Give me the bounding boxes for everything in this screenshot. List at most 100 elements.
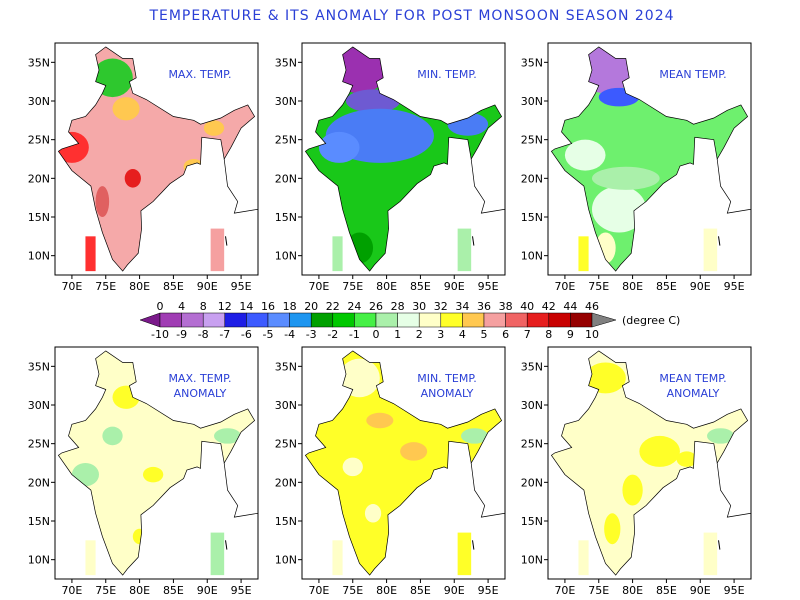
colorbar-box bbox=[267, 312, 290, 328]
shade-region bbox=[124, 169, 141, 188]
india-border bbox=[304, 350, 503, 576]
colorbar-label: -2 bbox=[327, 328, 338, 341]
colorbar-label: 20 bbox=[304, 300, 318, 313]
colorbar-box bbox=[246, 312, 269, 328]
colorbar-box bbox=[332, 312, 355, 328]
colorbar-label: -6 bbox=[241, 328, 252, 341]
colorbar-box bbox=[375, 312, 398, 328]
x-tick-label: 90E bbox=[690, 584, 711, 597]
x-tick-label: 75E bbox=[342, 584, 363, 597]
x-tick-label: 70E bbox=[61, 584, 82, 597]
colorbar-label: 12 bbox=[218, 300, 232, 313]
y-tick-label: 25N bbox=[275, 134, 297, 147]
shade-region bbox=[92, 58, 133, 98]
island-box bbox=[703, 532, 718, 576]
island-box bbox=[210, 228, 225, 272]
shade-region bbox=[585, 362, 626, 394]
shading bbox=[585, 362, 735, 545]
x-tick-label: 85E bbox=[656, 584, 677, 597]
colorbar-label: 36 bbox=[477, 300, 491, 313]
y-tick-label: 10N bbox=[28, 554, 50, 567]
shade-region bbox=[318, 131, 360, 163]
neighbour-border bbox=[716, 158, 752, 214]
india-fill bbox=[58, 46, 255, 272]
x-tick-label: 90E bbox=[197, 280, 218, 293]
map-frame bbox=[301, 346, 506, 580]
shading bbox=[564, 46, 660, 264]
x-tick-label: 80E bbox=[376, 280, 397, 293]
y-tick-label: 35N bbox=[521, 56, 543, 69]
island-box bbox=[332, 540, 343, 576]
colorbar-box bbox=[354, 312, 377, 328]
x-tick-label: 85E bbox=[656, 280, 677, 293]
x-tick-label: 85E bbox=[410, 280, 431, 293]
y-tick-label: 10N bbox=[521, 250, 543, 263]
india-border bbox=[550, 350, 749, 576]
x-tick-label: 95E bbox=[231, 280, 252, 293]
map-frame bbox=[54, 346, 259, 580]
map-frame bbox=[547, 346, 752, 580]
colorbar-label: 16 bbox=[261, 300, 275, 313]
colorbar-box bbox=[202, 312, 226, 328]
neighbour-border bbox=[716, 462, 752, 518]
island bbox=[225, 540, 228, 550]
colorbar-label: -4 bbox=[284, 328, 295, 341]
colorbar-label: 38 bbox=[499, 300, 513, 313]
shade-region bbox=[112, 97, 140, 121]
x-tick-label: 70E bbox=[554, 280, 575, 293]
colorbar-label: 2 bbox=[416, 328, 423, 341]
island-box bbox=[85, 540, 96, 576]
shade-region bbox=[598, 87, 640, 107]
colorbar-label: 6 bbox=[502, 328, 509, 341]
colorbar-label: 26 bbox=[369, 300, 383, 313]
colorbar-label: 0 bbox=[373, 328, 380, 341]
x-tick-label: 85E bbox=[163, 280, 184, 293]
colorbar-label: -3 bbox=[306, 328, 317, 341]
colorbar-label: -7 bbox=[219, 328, 230, 341]
y-tick-label: 20N bbox=[521, 476, 543, 489]
island-box bbox=[578, 236, 589, 272]
shade-region bbox=[461, 428, 489, 444]
colorbar-box bbox=[418, 312, 442, 328]
india-fill bbox=[58, 350, 255, 576]
island-box bbox=[457, 228, 472, 272]
shade-region bbox=[71, 463, 99, 487]
colorbar: 0 4 8 12 14 16 18 20 22 24 26 28 30 32 34 36 38 40 42 44 46-… bbox=[139, 300, 680, 341]
india-border bbox=[550, 46, 749, 272]
map-panel: 70E 75E 80E 85E 90E 95E 35N 30N 25N 20N 15N 10N MIN.… bbox=[275, 346, 506, 597]
shade-region bbox=[604, 513, 621, 545]
x-tick-label: 90E bbox=[444, 584, 465, 597]
colorbar-label: 7 bbox=[524, 328, 531, 341]
colorbar-label: 46 bbox=[585, 300, 599, 313]
map-panel: 70E 75E 80E 85E 90E 95E 35N 30N 25N 20N 15N 10N MAX.… bbox=[28, 346, 259, 597]
y-tick-label: 25N bbox=[521, 438, 543, 451]
colorbar-box bbox=[289, 312, 312, 328]
india-border bbox=[304, 46, 503, 272]
panel-label: MAX. TEMP. bbox=[168, 372, 231, 385]
x-tick-label: 70E bbox=[308, 280, 329, 293]
x-tick-label: 90E bbox=[197, 584, 218, 597]
neighbour-border bbox=[470, 462, 506, 518]
shade-region bbox=[366, 412, 394, 429]
island-box bbox=[578, 540, 589, 576]
y-tick-label: 15N bbox=[521, 515, 543, 528]
x-tick-label: 75E bbox=[95, 584, 116, 597]
island-box bbox=[703, 228, 718, 272]
colorbar-label: -8 bbox=[198, 328, 209, 341]
x-tick-label: 80E bbox=[129, 280, 150, 293]
x-tick-label: 70E bbox=[61, 280, 82, 293]
shade-region bbox=[203, 120, 225, 136]
colorbar-box bbox=[483, 312, 506, 328]
colorbar-label: 22 bbox=[326, 300, 340, 313]
india-fill bbox=[305, 350, 502, 576]
y-tick-label: 25N bbox=[275, 438, 297, 451]
island-box bbox=[210, 532, 225, 576]
shade-region bbox=[564, 139, 606, 171]
shade-region bbox=[676, 451, 697, 467]
colorbar-label: 10 bbox=[585, 328, 599, 341]
panel-label: ANOMALY bbox=[667, 387, 720, 400]
shade-region bbox=[339, 358, 380, 398]
neighbour-border bbox=[470, 158, 506, 214]
y-tick-label: 25N bbox=[28, 134, 50, 147]
colorbar-high bbox=[591, 312, 617, 328]
